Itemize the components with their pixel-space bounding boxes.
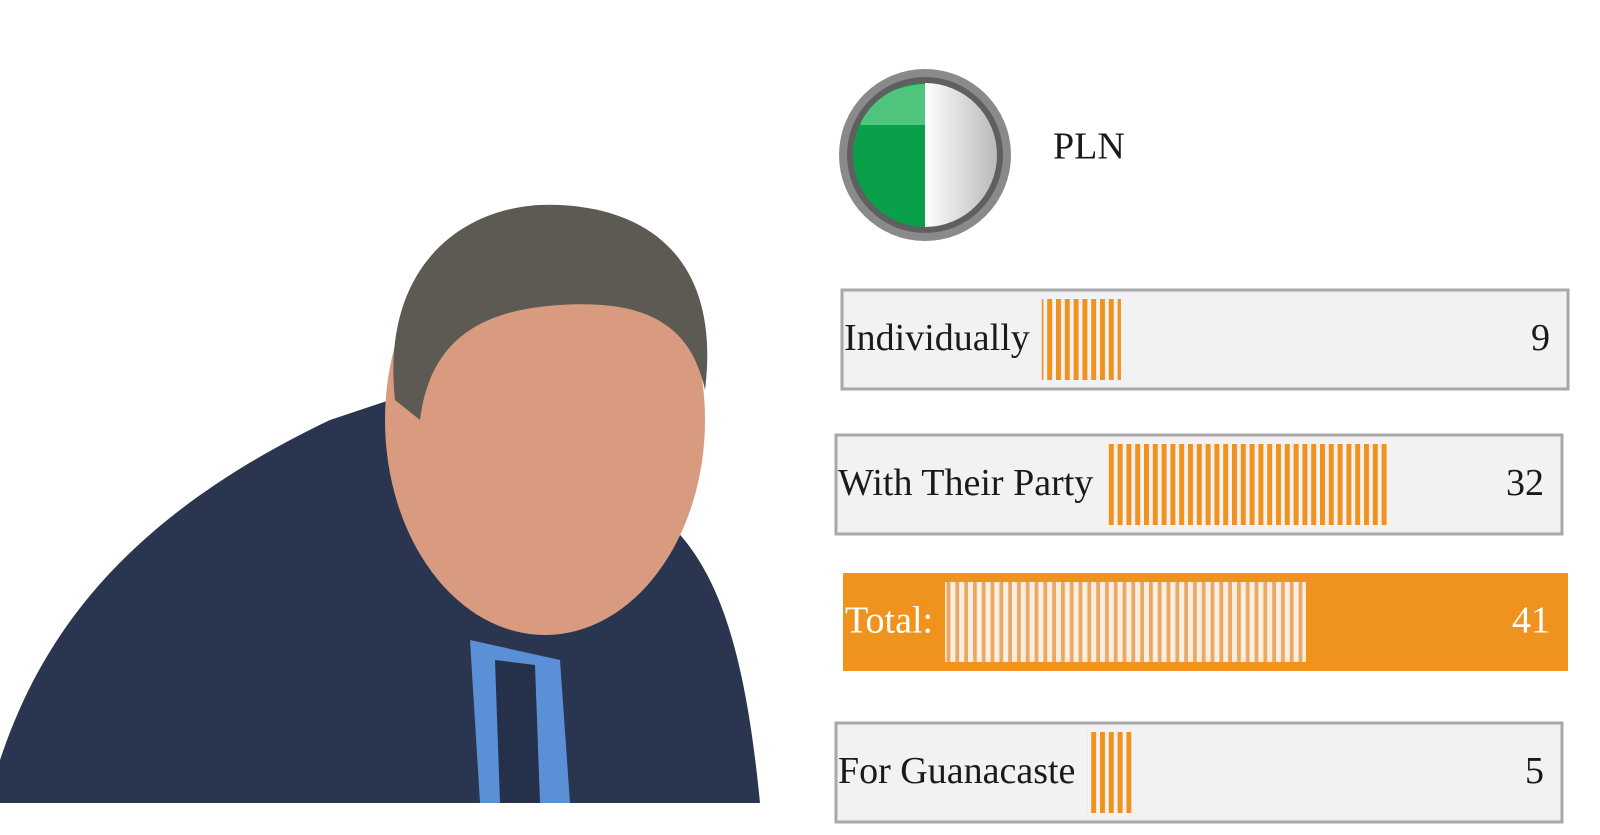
party-logo [839, 69, 1011, 241]
value-label: 9 [1531, 317, 1550, 359]
photo [0, 204, 760, 803]
category-label: Total: [845, 600, 933, 642]
party-name: PLN [1053, 126, 1125, 168]
category-label: For Guanacaste [838, 750, 1075, 792]
value-label: 5 [1525, 750, 1544, 792]
value-label: 32 [1506, 462, 1544, 504]
row-box [840, 288, 1570, 391]
bar [945, 582, 1306, 662]
row-box [834, 721, 1564, 824]
bar [1087, 732, 1132, 813]
category-label: Individually [844, 317, 1030, 359]
bar [1105, 444, 1387, 525]
value-label: 41 [1512, 600, 1550, 642]
bar [1041, 299, 1121, 380]
rows: Individually 9 With Their Party 32 Total: 41 F… [834, 288, 1570, 824]
category-label: With Their Party [838, 462, 1093, 504]
